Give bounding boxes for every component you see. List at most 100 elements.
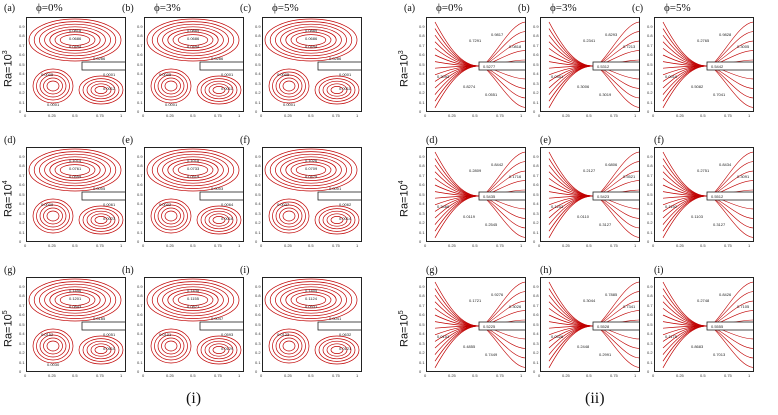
streamline-contour <box>164 340 178 352</box>
y-tick-label: 0.6 <box>647 52 653 57</box>
y-tick-label: 0.3 <box>137 210 143 216</box>
y-tick-label: 0 <box>137 109 140 114</box>
contour-label: 0.1192 <box>665 204 678 209</box>
ra-exponent: 4 <box>2 179 9 184</box>
streamline-contour <box>32 198 74 234</box>
contour-label: 0.7885 <box>605 292 618 297</box>
streamline-contour <box>33 151 117 189</box>
x-tick-label: 0 <box>538 373 541 378</box>
contour-label: 0.7341 <box>623 304 636 309</box>
x-tick-label: 1 <box>634 243 637 248</box>
streamline-contour <box>82 208 120 232</box>
streamline-contours: 0.0889 0.0686 0.0494 0.0286 0.0001 0.0011 0.00… <box>264 18 361 107</box>
x-tick-label: 0.75 <box>724 243 732 248</box>
streamline-contour <box>157 283 229 317</box>
contour-label: 0.5442 <box>711 64 724 69</box>
x-tick-label: 0.5 <box>308 243 314 248</box>
isotherm-line <box>710 65 753 108</box>
isotherm-line <box>596 195 639 238</box>
contour-label: 0.0286 <box>93 56 106 61</box>
y-tick-label: 0.8 <box>19 33 25 38</box>
x-tick-label: 1 <box>356 113 359 118</box>
y-tick-label: 0.6 <box>255 182 261 187</box>
y-tick-label: 0.3 <box>647 210 653 216</box>
streamline-contour <box>177 164 209 176</box>
streamline-contour <box>146 148 240 192</box>
streamline-contour <box>322 340 352 360</box>
streamline-contour <box>212 86 226 94</box>
panel-letter: (d) <box>4 135 16 146</box>
heated-block <box>592 321 639 331</box>
y-tick-label: 0.2 <box>19 90 25 95</box>
x-tick-label: 0.75 <box>96 373 104 378</box>
y-tick-label: 0 <box>419 369 422 374</box>
contour-label: 0.2765 <box>697 38 710 43</box>
contour-label: 0.0286 <box>329 56 342 61</box>
contour-label: 0.2991 <box>599 352 612 357</box>
y-tick-label: 0.1 <box>533 359 539 365</box>
streamline-contour <box>33 21 117 59</box>
contour-label: 0.9817 <box>491 32 504 37</box>
y-tick-label: 0.3 <box>255 340 261 346</box>
ra-exponent: 4 <box>398 179 405 184</box>
streamline-contour <box>212 346 226 354</box>
streamline-contour <box>280 26 342 54</box>
isotherm-line <box>548 301 594 327</box>
y-tick-label: 0.9 <box>19 283 25 289</box>
streamline-contour <box>196 335 242 365</box>
panel-letter: (c) <box>240 3 252 14</box>
x-tick-label: 0.5 <box>700 243 706 248</box>
x-tick-label: 0.25 <box>166 373 174 378</box>
contour-label: 0.0019 <box>665 74 678 79</box>
y-tick-label: 0.7 <box>255 172 261 178</box>
ra-label: Ra=105 <box>398 310 411 347</box>
streamline-contour <box>200 208 238 232</box>
x-tick-label: 0.5 <box>472 243 478 248</box>
contour-label: 0.0871 <box>187 304 200 309</box>
streamline-contour <box>177 34 209 46</box>
isotherm-contours: 0.5423 0.6806 0.2127 0.3127 0.1203 0.0110 0.55… <box>548 151 639 238</box>
ra-base: Ra=10 <box>398 313 411 347</box>
streamline-contour <box>268 328 310 364</box>
x-tick-label: 0.25 <box>48 243 56 248</box>
streamline-contour <box>49 289 101 311</box>
y-tick-label: 0.4 <box>533 331 539 336</box>
x-tick-label: 0.75 <box>214 243 222 248</box>
y-tick-label: 0.6 <box>255 52 261 57</box>
contour-label: 0.0001 <box>47 102 60 107</box>
y-tick-label: 0.6 <box>419 182 425 187</box>
contour-label: 0.2448 <box>577 344 590 349</box>
contour-label: 0.8274 <box>463 84 476 89</box>
x-tick-label: 0.25 <box>48 373 56 378</box>
y-tick-label: 0.9 <box>647 283 653 289</box>
contour-label: 0.6806 <box>605 162 618 167</box>
contour-label: 0.0709 <box>305 166 318 171</box>
contour-label: 0.1721 <box>469 298 482 303</box>
streamline-contour <box>177 294 209 306</box>
isotherm-line <box>596 65 639 108</box>
x-tick-label: 0 <box>538 243 541 248</box>
streamline-contour <box>318 78 356 102</box>
streamline-contour <box>275 23 347 57</box>
contour-label: 0.1203 <box>551 204 564 209</box>
y-tick-label: 0.9 <box>647 153 653 159</box>
streamline-contour <box>314 335 360 365</box>
x-tick-label: 0.25 <box>284 373 292 378</box>
y-tick-label: 0 <box>533 109 536 114</box>
heated-block <box>199 191 243 201</box>
y-tick-label: 0.1 <box>137 99 143 105</box>
isotherm-contours: 0.5225 0.9276 0.1721 0.7449 0.0101 0.4855 0.30… <box>434 281 525 368</box>
isotherm-line <box>662 301 708 327</box>
y-tick-label: 0.1 <box>647 359 653 365</box>
streamline-contour <box>43 207 63 225</box>
x-tick-label: 0.75 <box>332 373 340 378</box>
streamline-contour <box>282 210 296 222</box>
contour-label: 0.5512 <box>711 194 724 199</box>
y-tick-label: 0.5 <box>419 321 425 327</box>
y-tick-label: 0.7 <box>19 172 25 178</box>
y-tick-label: 0.2 <box>255 90 261 95</box>
isotherm-plot: 0.5512 0.8434 0.2751 0.3127 0.1192 0.1103 0.30… <box>654 147 754 242</box>
y-tick-label: 0.6 <box>419 52 425 57</box>
y-tick-label: 0.3 <box>419 80 425 86</box>
contour-label: 0.0121 <box>339 346 352 351</box>
